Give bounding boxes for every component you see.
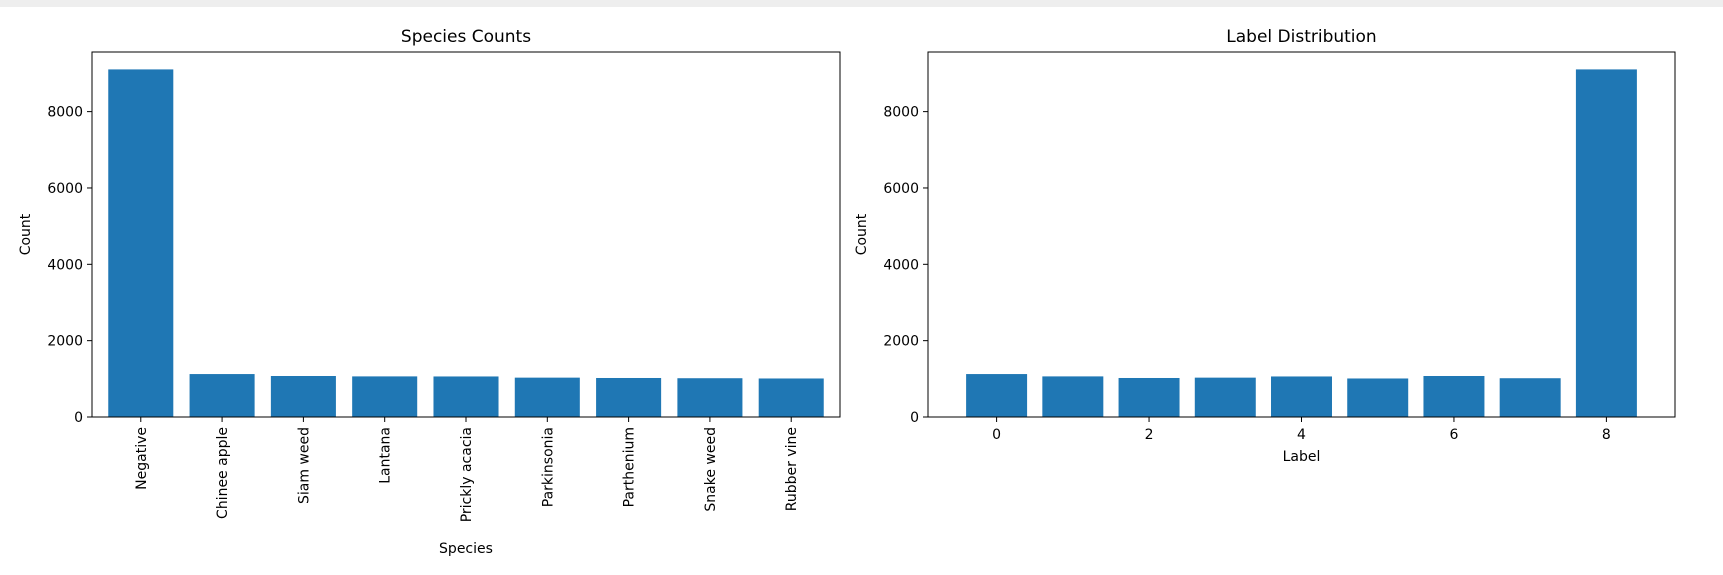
label-distribution-chart: Label Distribution Count Label 0 2000 4000…	[854, 27, 1676, 465]
y-tick-label: 0	[910, 410, 919, 426]
bar	[1271, 376, 1332, 417]
x-tick-label: Rubber vine	[784, 427, 800, 511]
bar	[352, 376, 418, 417]
y-tick-label: 4000	[47, 257, 83, 273]
plot-frame	[91, 51, 841, 418]
x-tick-label: Chinee apple	[215, 427, 231, 519]
bars	[966, 69, 1637, 417]
bar	[514, 377, 580, 417]
species-counts-chart: Species Counts Count Species 0 2000 4000 60…	[18, 27, 841, 557]
y-tick-label: 8000	[47, 105, 83, 121]
bar	[1347, 378, 1409, 417]
bar	[108, 69, 174, 417]
x-tick-label: Siam weed	[296, 427, 312, 504]
bar	[758, 378, 824, 417]
x-tick-label: 4	[1297, 427, 1306, 443]
x-tick-label: Negative	[134, 427, 150, 490]
x-tick-label: Prickly acacia	[459, 427, 475, 522]
y-tick-label: 2000	[883, 334, 919, 350]
bar	[1194, 377, 1256, 417]
bar	[1423, 376, 1485, 417]
x-tick-label: 0	[992, 427, 1001, 443]
window-top-strip	[0, 0, 1723, 7]
x-tick-label: Parthenium	[622, 427, 638, 507]
y-tick-label: 6000	[47, 181, 83, 197]
plot-frame	[927, 51, 1676, 418]
bar	[270, 376, 336, 417]
x-tick-label: 6	[1449, 427, 1458, 443]
y-tick-label: 2000	[47, 334, 83, 350]
y-tick-label: 0	[74, 410, 83, 426]
x-tick-label: Parkinsonia	[540, 427, 556, 507]
y-tick-label: 8000	[883, 105, 919, 121]
chart-title: Species Counts	[401, 27, 531, 47]
bar	[1499, 378, 1561, 417]
x-tick-label: Snake weed	[703, 427, 719, 512]
x-axis-ticks: Negative Chinee apple Siam weed Lantana Pric…	[134, 417, 800, 522]
x-tick-label: Lantana	[378, 427, 394, 484]
y-tick-label: 4000	[883, 257, 919, 273]
x-axis-label: Species	[439, 541, 493, 557]
x-axis-ticks: 0 2 4 6 8	[992, 417, 1611, 443]
bar	[1575, 69, 1637, 417]
bar	[596, 377, 662, 417]
bar	[1042, 376, 1104, 417]
bar	[1118, 377, 1180, 417]
chart-title: Label Distribution	[1226, 27, 1376, 47]
bar	[966, 374, 1028, 417]
y-axis-label: Count	[854, 213, 870, 255]
y-tick-label: 6000	[883, 181, 919, 197]
bar	[189, 374, 255, 417]
bar	[433, 376, 499, 417]
bar	[677, 378, 743, 417]
x-axis-label: Label	[1283, 449, 1321, 465]
x-tick-label: 8	[1602, 427, 1611, 443]
bars	[108, 69, 824, 417]
y-axis-ticks: 0 2000 4000 6000 8000	[883, 105, 928, 426]
x-tick-label: 2	[1145, 427, 1154, 443]
y-axis-ticks: 0 2000 4000 6000 8000	[47, 105, 92, 426]
y-axis-label: Count	[18, 213, 34, 255]
